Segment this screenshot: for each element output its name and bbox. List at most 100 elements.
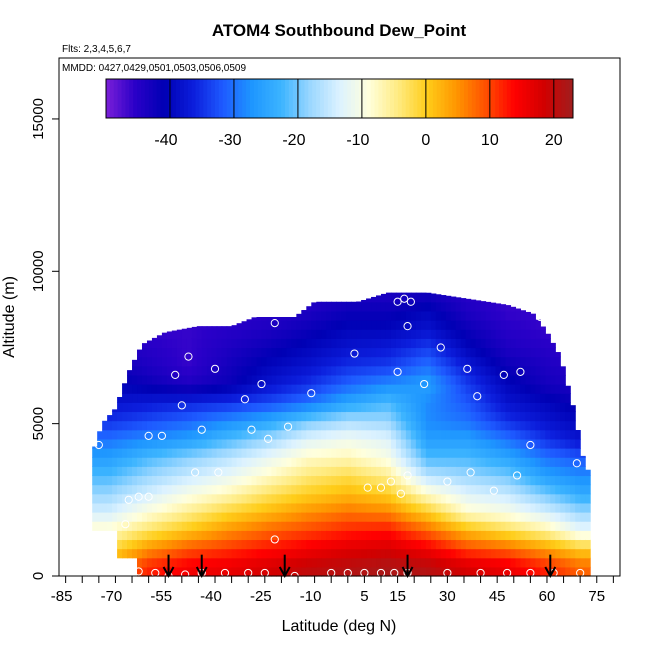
heatmap-cell xyxy=(176,475,183,486)
heatmap-cell xyxy=(316,466,322,477)
heatmap-cell xyxy=(231,356,238,367)
heatmap-cell xyxy=(331,365,337,376)
heatmap-cell xyxy=(286,566,292,577)
heatmap-cell xyxy=(410,393,417,403)
heatmap-cell xyxy=(161,493,168,504)
heatmap-cell xyxy=(545,420,551,431)
heatmap-cell xyxy=(430,521,437,531)
heatmap-cell xyxy=(181,384,188,394)
heatmap-cell xyxy=(371,296,377,303)
heatmap-cell xyxy=(400,475,407,486)
colorbar-segment xyxy=(502,79,508,118)
heatmap-cell xyxy=(201,484,208,495)
heatmap-cell xyxy=(420,393,427,403)
heatmap-cell xyxy=(176,365,183,376)
heatmap-cell xyxy=(465,298,472,303)
heatmap-cell xyxy=(475,384,482,394)
heatmap-cell xyxy=(415,411,422,422)
colorbar-segment xyxy=(323,79,329,118)
heatmap-cell xyxy=(500,393,507,403)
heatmap-cell xyxy=(301,338,307,349)
heatmap-cell xyxy=(550,457,556,467)
heatmap-cell xyxy=(480,429,487,440)
observation-marker xyxy=(420,379,429,389)
heatmap-cell xyxy=(226,475,233,486)
heatmap-cell xyxy=(385,393,392,403)
heatmap-cell xyxy=(440,502,447,513)
heatmap-cell xyxy=(530,493,536,504)
colorbar-tick-label: 10 xyxy=(481,132,499,149)
heatmap-cell xyxy=(107,521,113,531)
heatmap-cell xyxy=(465,557,472,568)
heatmap-cell xyxy=(475,310,482,321)
heatmap-cell xyxy=(380,548,387,559)
heatmap-cell xyxy=(191,384,198,394)
heatmap-cell xyxy=(176,530,183,541)
heatmap-cell xyxy=(395,484,402,495)
heatmap-cell xyxy=(176,466,183,477)
heatmap-cell xyxy=(181,438,188,449)
heatmap-cell xyxy=(400,420,407,431)
heatmap-cell xyxy=(361,548,367,559)
heatmap-cell xyxy=(166,530,173,541)
heatmap-cell xyxy=(565,393,571,403)
heatmap-cell xyxy=(226,466,233,477)
heatmap-cell xyxy=(555,402,561,413)
heatmap-cell xyxy=(371,338,377,349)
heatmap-cell xyxy=(410,384,417,394)
heatmap-cell xyxy=(505,347,512,358)
heatmap-cell xyxy=(231,548,238,559)
heatmap-cell xyxy=(500,548,507,559)
heatmap-cell xyxy=(520,475,526,486)
heatmap-cell xyxy=(166,484,173,495)
heatmap-cell xyxy=(331,310,337,321)
heatmap-cell xyxy=(127,521,133,531)
heatmap-cell xyxy=(366,493,372,504)
heatmap-cell xyxy=(515,356,522,367)
heatmap-cell xyxy=(545,393,551,403)
heatmap-cell xyxy=(226,365,233,376)
heatmap-cell xyxy=(316,338,322,349)
heatmap-cell xyxy=(216,475,223,486)
heatmap-cell xyxy=(132,393,138,403)
colorbar-segment xyxy=(144,79,150,118)
heatmap-cell xyxy=(316,329,322,339)
heatmap-cell xyxy=(251,411,258,422)
heatmap-cell xyxy=(465,429,472,440)
heatmap-cell xyxy=(371,457,377,467)
heatmap-cell xyxy=(156,493,163,504)
heatmap-cell xyxy=(231,493,238,504)
heatmap-cell xyxy=(500,356,507,367)
heatmap-cell xyxy=(366,557,372,568)
heatmap-cell xyxy=(455,384,462,394)
heatmap-cell xyxy=(560,420,566,431)
heatmap-cell xyxy=(306,429,312,440)
heatmap-cell xyxy=(465,365,472,376)
heatmap-cell xyxy=(580,484,586,495)
heatmap-cell xyxy=(117,429,123,440)
heatmap-cell xyxy=(395,329,402,339)
heatmap-cell xyxy=(555,411,561,422)
heatmap-cell xyxy=(151,502,158,513)
colorbar-segment xyxy=(421,79,426,118)
heatmap-cell xyxy=(380,521,387,531)
heatmap-cell xyxy=(525,393,531,403)
heatmap-cell xyxy=(530,475,536,486)
heatmap-cell xyxy=(460,539,467,550)
heatmap-cell xyxy=(505,329,512,339)
heatmap-cell xyxy=(435,320,442,330)
heatmap-cell xyxy=(555,548,561,559)
heatmap-cell xyxy=(520,338,526,349)
heatmap-cell xyxy=(117,521,123,531)
heatmap-cell xyxy=(236,323,243,330)
heatmap-cell xyxy=(146,502,153,513)
heatmap-cell xyxy=(555,352,561,358)
heatmap-cell xyxy=(450,557,457,568)
heatmap-cell xyxy=(475,411,482,422)
heatmap-cell xyxy=(341,384,347,394)
heatmap-cell xyxy=(117,438,123,449)
heatmap-cell xyxy=(535,512,541,522)
heatmap-cell xyxy=(376,374,382,385)
heatmap-cell xyxy=(181,484,188,495)
heatmap-cell xyxy=(261,566,268,577)
